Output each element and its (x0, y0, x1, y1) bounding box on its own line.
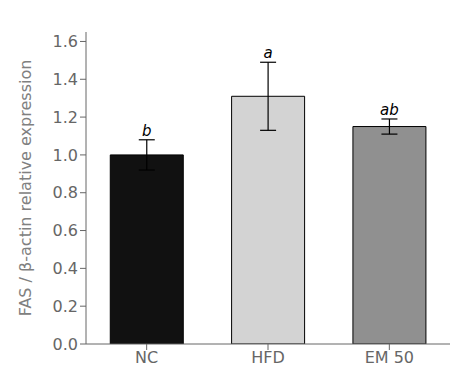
svg-text:FAS / β-actin relative express: FAS / β-actin relative expression (16, 60, 35, 317)
svg-text:a: a (263, 44, 272, 62)
svg-text:0.6: 0.6 (53, 221, 78, 240)
svg-text:ab: ab (380, 101, 399, 119)
svg-text:HFD: HFD (251, 348, 285, 367)
svg-text:1.0: 1.0 (53, 146, 78, 165)
svg-text:0.2: 0.2 (53, 297, 78, 316)
svg-text:0.0: 0.0 (53, 335, 78, 354)
svg-text:1.2: 1.2 (53, 108, 78, 127)
svg-text:0.4: 0.4 (53, 259, 78, 278)
svg-text:b: b (142, 122, 152, 140)
svg-text:NC: NC (135, 348, 158, 367)
svg-text:0.8: 0.8 (53, 183, 78, 202)
svg-text:EM 50: EM 50 (365, 348, 414, 367)
svg-text:1.4: 1.4 (53, 70, 78, 89)
svg-text:1.6: 1.6 (53, 32, 78, 51)
